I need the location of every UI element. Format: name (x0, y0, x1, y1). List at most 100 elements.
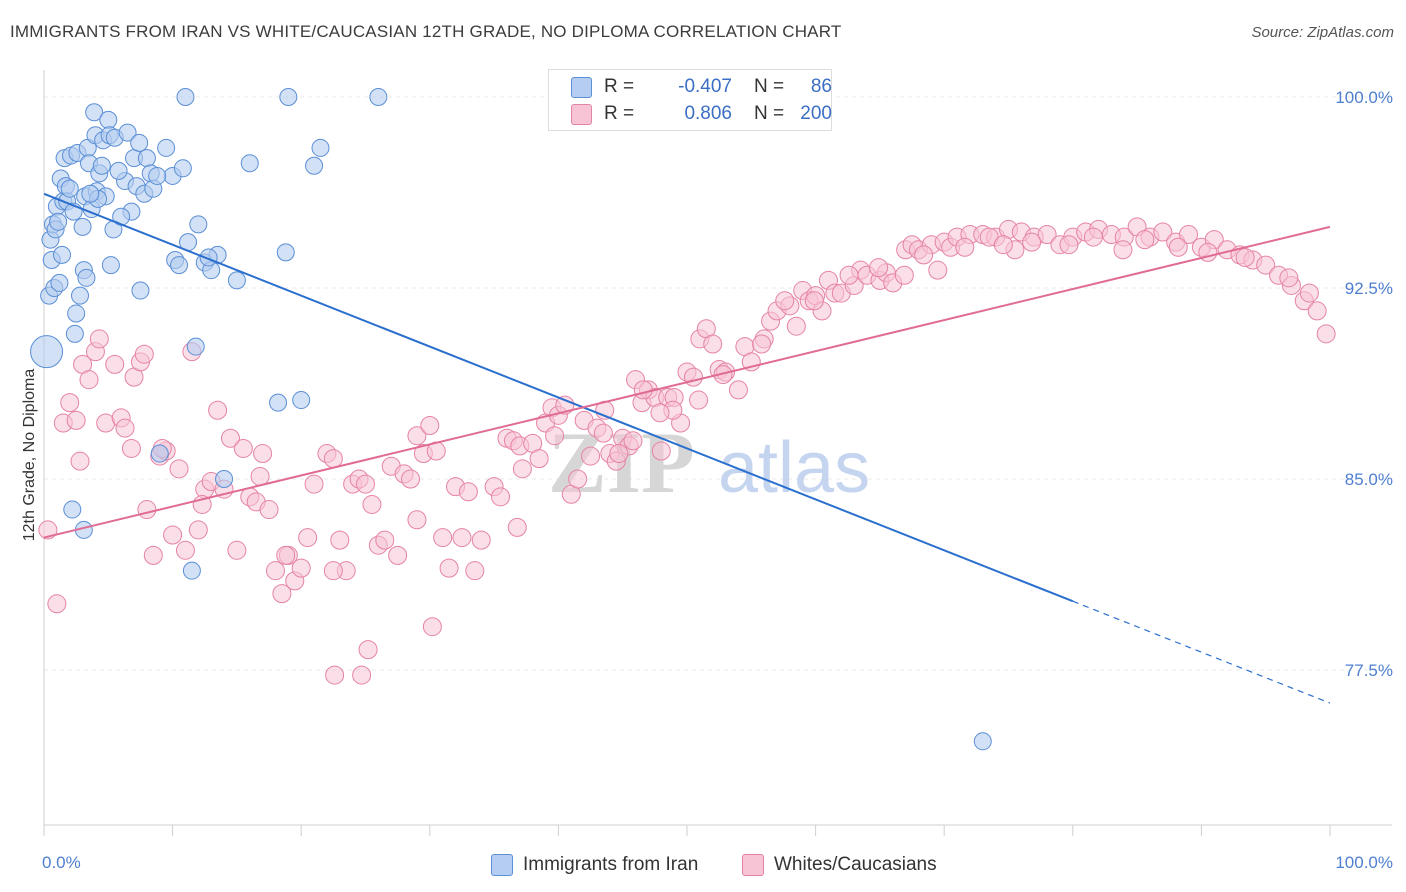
point-iran-78 (53, 245, 72, 264)
point-whites-1 (47, 594, 67, 614)
point-whites-198 (1279, 268, 1299, 288)
legend-r-value: -0.407 (678, 76, 732, 97)
point-iran-18 (65, 324, 84, 343)
bottom-legend-label-whites: Whites/Caucasians (774, 854, 937, 875)
legend-n-label: N = (754, 103, 785, 124)
source-label: Source: ZipAtlas.com (1251, 24, 1394, 41)
point-whites-59 (420, 416, 440, 436)
point-iran-80 (109, 161, 128, 180)
point-whites-84 (593, 423, 613, 443)
point-whites-45 (330, 530, 350, 550)
point-iran-32 (92, 156, 111, 175)
point-whites-191 (1059, 235, 1079, 255)
point-whites-183 (839, 265, 859, 285)
point-whites-64 (452, 528, 472, 548)
point-whites-164 (325, 665, 345, 685)
legend-swatch-pink (571, 103, 592, 125)
trend-line-iran (43, 192, 1074, 603)
point-iran-83 (148, 166, 167, 185)
legend-n-label: N = (754, 76, 785, 97)
point-iran-74 (63, 500, 82, 519)
point-iran-82 (130, 133, 149, 152)
point-whites-44 (323, 449, 343, 469)
point-whites-163 (507, 517, 527, 537)
point-whites-69 (491, 487, 511, 507)
legend-n-value: 200 (800, 103, 832, 124)
point-whites-201 (650, 403, 670, 423)
point-iran-50 (150, 444, 169, 463)
point-whites-57 (407, 426, 427, 446)
point-whites-93 (651, 441, 671, 461)
point-whites-20 (163, 525, 183, 545)
y-tick-label-2: 92.5% (1345, 279, 1393, 298)
point-whites-34 (253, 444, 273, 464)
point-iran-69 (292, 391, 311, 410)
point-whites-205 (545, 426, 565, 446)
point-whites-179 (713, 365, 733, 385)
point-iran-85 (240, 154, 259, 173)
trend-line-whites (43, 225, 1331, 539)
point-whites-3 (60, 393, 80, 413)
point-whites-186 (914, 245, 934, 265)
point-whites-31 (233, 438, 253, 458)
point-whites-140 (1037, 225, 1057, 245)
point-iran-72 (369, 88, 388, 106)
point-whites-181 (775, 291, 795, 311)
point-whites-177 (70, 451, 90, 471)
chart-title: IMMIGRANTS FROM IRAN VS WHITE/CAUCASIAN … (10, 22, 842, 41)
legend-row-iran: R = -0.407 N = 86 (571, 74, 832, 100)
point-iran-8 (50, 273, 69, 292)
series-whites-points (38, 217, 1336, 685)
point-whites-195 (1168, 237, 1188, 257)
point-iran-64 (215, 470, 234, 488)
point-iran-55 (173, 159, 192, 178)
point-whites-22 (175, 540, 195, 560)
legend-r-label: R = (604, 103, 635, 124)
point-whites-101 (703, 334, 723, 354)
point-whites-74 (529, 449, 549, 469)
point-iran-59 (186, 337, 205, 356)
stats-legend: R = -0.407 N = 86 R = 0.806 N = 200 (548, 69, 832, 131)
point-whites-52 (375, 530, 395, 550)
watermark-atlas: atlas (718, 428, 870, 508)
point-iran-47 (137, 149, 156, 168)
point-whites-12 (115, 418, 135, 438)
point-iran-37 (101, 256, 120, 275)
point-whites-166 (352, 665, 372, 685)
point-whites-168 (422, 617, 442, 637)
point-whites-199 (1299, 283, 1319, 303)
point-whites-184 (869, 258, 889, 278)
point-whites-203 (609, 444, 629, 464)
point-whites-61 (433, 528, 453, 548)
point-whites-202 (633, 380, 653, 400)
point-iran-71 (311, 138, 330, 157)
bottom-legend-label-iran: Immigrants from Iran (523, 854, 699, 875)
point-whites-169 (407, 510, 427, 530)
point-iran-76 (49, 212, 68, 231)
point-whites-15 (134, 344, 154, 364)
y-tick-label-3: 100.0% (1335, 88, 1393, 107)
point-whites-161 (1307, 301, 1327, 321)
point-whites-180 (752, 334, 772, 354)
point-whites-111 (786, 316, 806, 336)
point-whites-197 (1235, 247, 1255, 267)
y-tick-label-1: 85.0% (1345, 470, 1393, 489)
point-iran-58 (182, 561, 201, 580)
legend-n-value: 86 (810, 76, 832, 97)
point-whites-162 (1316, 324, 1336, 344)
point-whites-67 (471, 530, 491, 550)
legend-row-whites: R = 0.806 N = 200 (571, 101, 832, 127)
point-iran-65 (227, 271, 246, 290)
point-iran-73 (973, 732, 992, 751)
point-iran-56 (176, 88, 195, 106)
tick-labels: 77.5% 85.0% 92.5% 100.0% 0.0% 100.0% (42, 88, 1393, 872)
point-whites-40 (291, 558, 311, 578)
point-iran-66 (269, 393, 288, 412)
point-whites-6 (79, 370, 99, 390)
point-whites-157 (1256, 255, 1276, 275)
point-whites-35 (259, 500, 279, 520)
point-whites-17 (143, 545, 163, 565)
point-whites-190 (1022, 232, 1042, 252)
point-whites-29 (220, 428, 240, 448)
point-whites-170 (276, 545, 296, 565)
